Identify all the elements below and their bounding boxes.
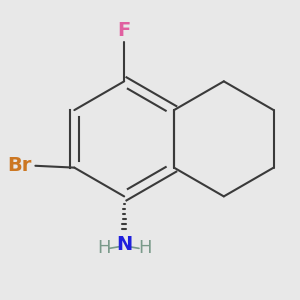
Text: Br: Br — [7, 156, 32, 175]
Text: N: N — [116, 236, 132, 254]
Text: F: F — [118, 21, 131, 40]
Text: H: H — [97, 239, 110, 257]
Text: H: H — [138, 239, 151, 257]
